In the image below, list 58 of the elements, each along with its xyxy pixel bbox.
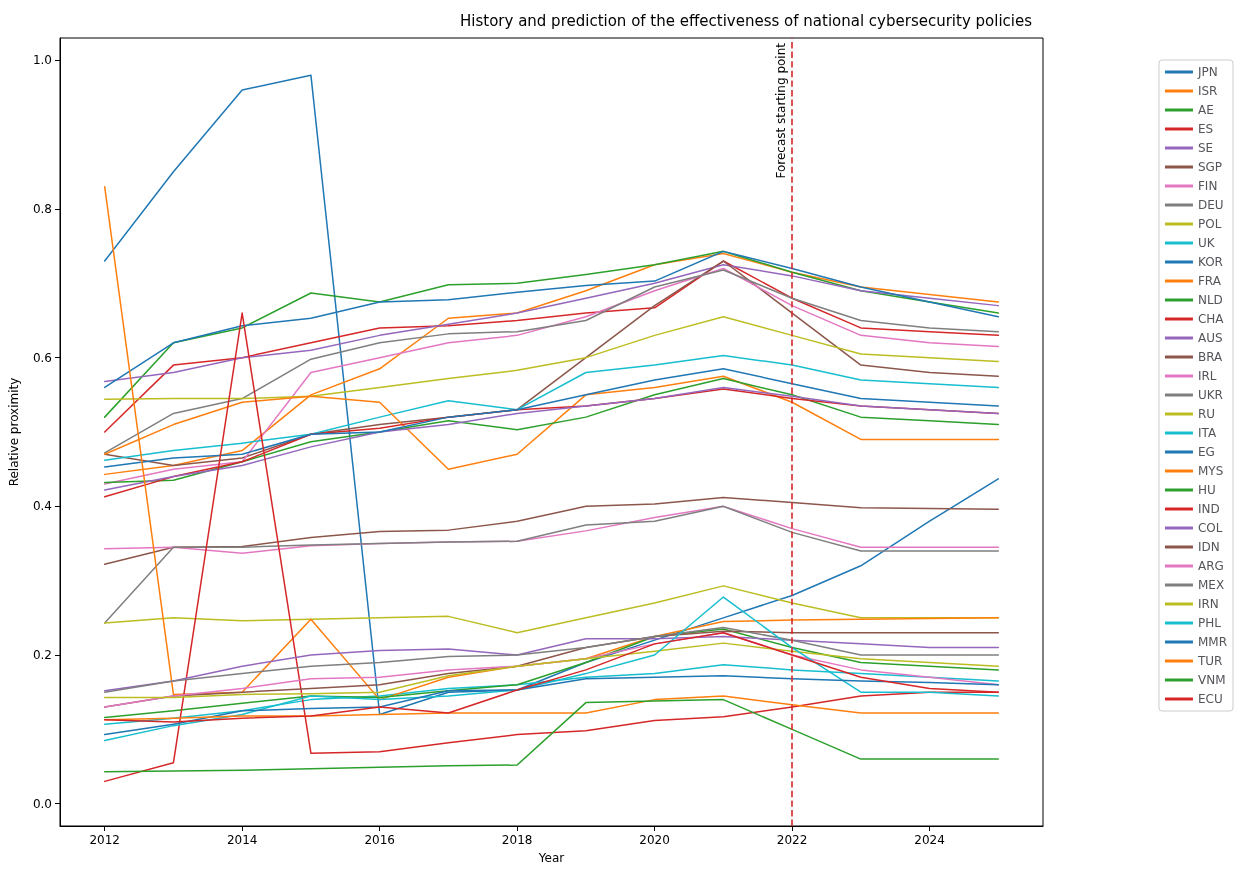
legend-label: IRL [1197, 369, 1217, 383]
legend-label: MEX [1197, 578, 1225, 592]
x-tick-label: 2018 [501, 833, 533, 847]
legend-label: DEU [1197, 198, 1224, 212]
legend-label: ARG [1197, 559, 1224, 573]
legend-label: IRN [1197, 597, 1219, 611]
legend-label: FIN [1197, 179, 1218, 193]
y-axis-title: Relative proximity [7, 377, 21, 487]
legend-label: NLD [1197, 293, 1223, 307]
legend-label: IDN [1197, 540, 1220, 554]
legend-label: AE [1197, 103, 1214, 117]
legend-label: MYS [1197, 464, 1224, 478]
x-tick-label: 2024 [914, 833, 945, 847]
x-tick-label: 2022 [776, 833, 808, 847]
legend-label: FRA [1197, 274, 1222, 288]
x-tick-label: 2020 [639, 833, 670, 847]
x-tick-label: 2012 [89, 833, 120, 847]
legend-label: SE [1197, 141, 1214, 155]
legend-label: ISR [1197, 84, 1218, 98]
x-tick-label: 2014 [226, 833, 258, 847]
legend-label: JPN [1196, 65, 1218, 79]
legend-label: AUS [1197, 331, 1223, 345]
y-tick-label: 0.4 [32, 499, 52, 514]
legend-label: KOR [1197, 255, 1223, 269]
y-tick-label: 0.0 [32, 796, 52, 811]
legend-label: IND [1197, 502, 1220, 516]
y-tick-label: 0.2 [32, 648, 52, 663]
line-series [103, 316, 1000, 401]
y-tick-label: 0.8 [32, 201, 52, 216]
legend-label: UK [1197, 236, 1216, 250]
legend-label: RU [1197, 407, 1216, 421]
legend-label: BRA [1197, 350, 1224, 364]
line-series [103, 354, 1000, 461]
legend-label: VNM [1197, 673, 1226, 687]
chart-title: History and prediction of the effectiveness of national cybersecurity policies [460, 11, 1033, 30]
legend-label: UKR [1197, 388, 1223, 402]
legend-label: ES [1197, 122, 1214, 136]
legend-label: ITA [1197, 426, 1217, 440]
legend-label: PHL [1197, 616, 1222, 630]
legend-label: CHA [1197, 312, 1225, 326]
legend-label: HU [1197, 483, 1216, 497]
x-tick-label: 2016 [364, 833, 395, 847]
y-tick-label: 0.6 [32, 350, 52, 365]
line-series [103, 698, 1000, 773]
legend-label: COL [1197, 521, 1223, 535]
legend-label: MMR [1197, 635, 1227, 649]
legend-label: SGP [1197, 160, 1223, 174]
line-series [103, 496, 1000, 566]
y-tick-label: 1.0 [32, 53, 52, 68]
legend-label: EG [1197, 445, 1215, 459]
x-axis-title: Year [537, 851, 565, 865]
legend-label: ECU [1197, 692, 1223, 706]
ref-line-label: Forecast starting point [774, 42, 789, 179]
line-series [103, 642, 1000, 699]
line-series [103, 185, 1000, 701]
legend-label: TUR [1196, 654, 1223, 668]
line-series [103, 505, 1000, 624]
legend-label: POL [1197, 217, 1222, 231]
